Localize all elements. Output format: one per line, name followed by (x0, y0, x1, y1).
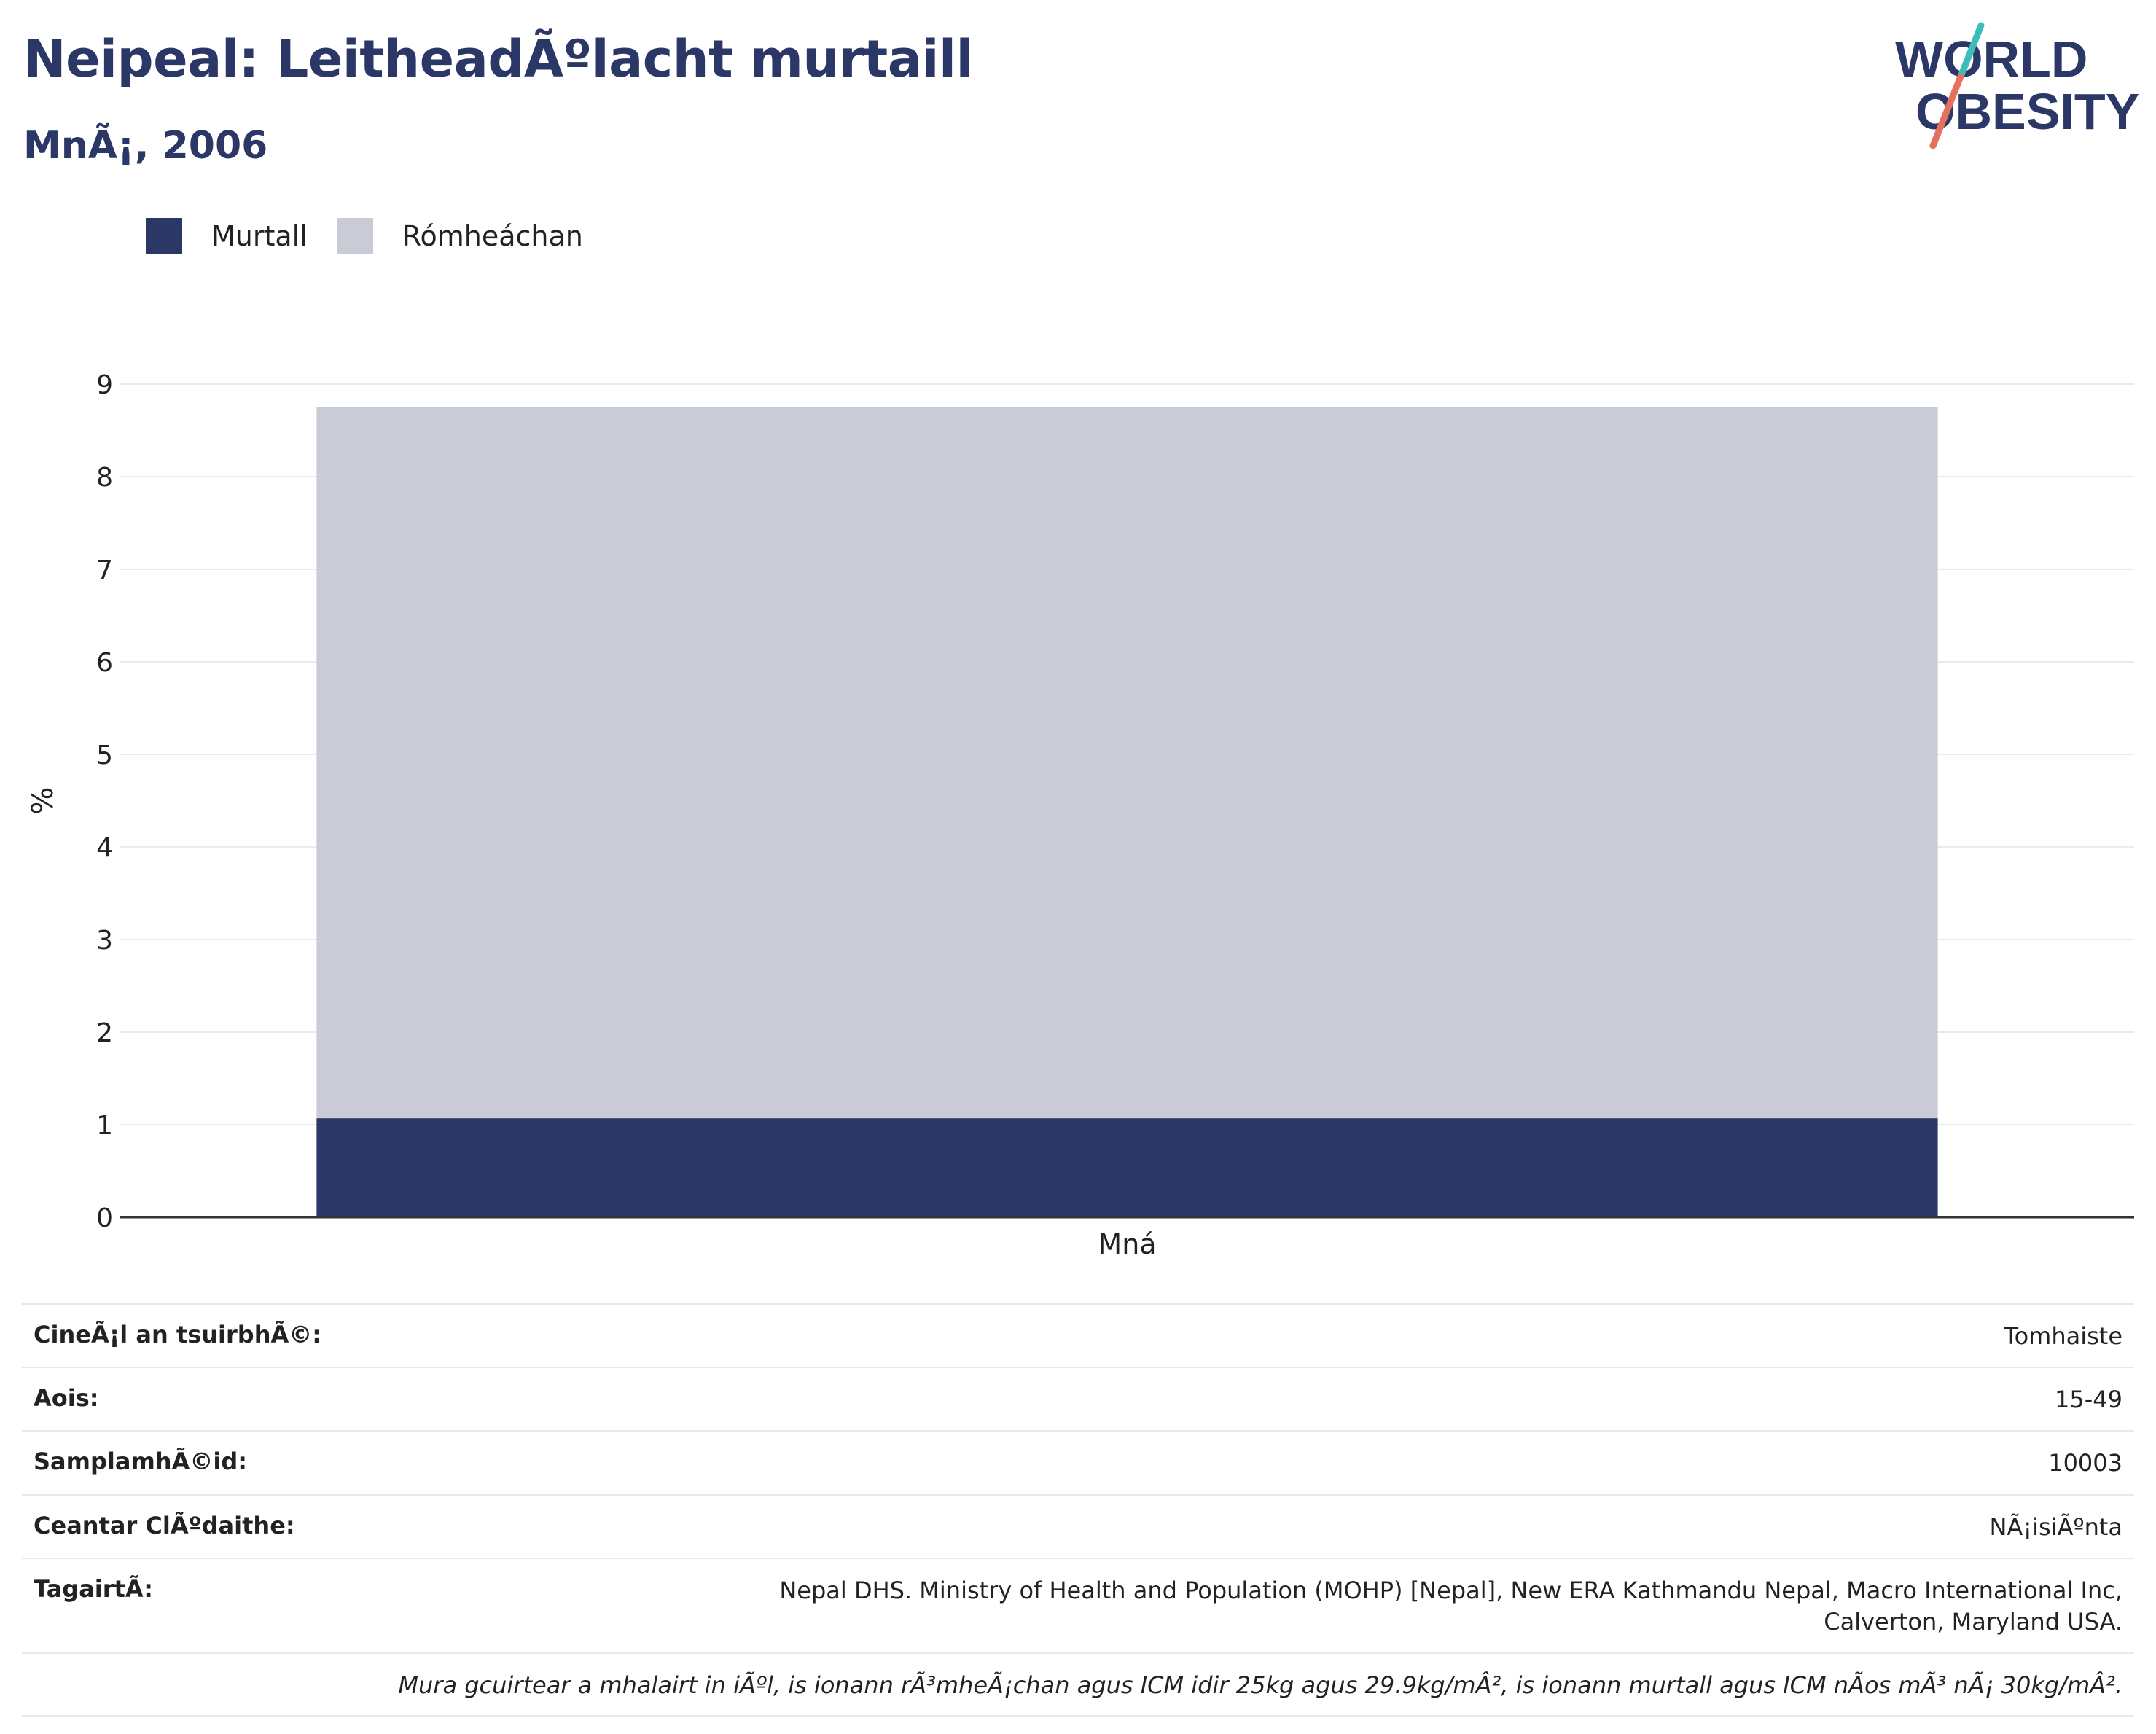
bar-murtall (316, 1118, 1938, 1217)
world-obesity-logo: WORLD OBESITY (1895, 22, 2139, 149)
legend-swatch-romheachan (336, 218, 373, 254)
y-tick-label: 5 (96, 741, 113, 770)
legend-item-murtall[interactable]: Murtall (146, 218, 308, 254)
y-tick-label: 0 (96, 1203, 113, 1233)
y-tick-label: 7 (96, 555, 113, 585)
details-table: CineÃ¡l an tsuirbhÃ©: Tomhaiste Aois: 15… (22, 1303, 2134, 1717)
details-row-reference: TagairtÃ: Nepal DHS. Ministry of Health … (22, 1557, 2134, 1652)
legend-label-romheachan: Rómheáchan (402, 220, 583, 252)
logo-slash-coral (1929, 73, 1964, 149)
details-label: Ceantar ClÃºdaithe: (34, 1511, 295, 1539)
bar-romheachan (316, 407, 1938, 1119)
y-tick-label: 2 (96, 1018, 113, 1048)
chart-title: Neipeal: LeitheadÃºlacht murtaill (23, 29, 973, 89)
details-label: Aois: (34, 1384, 99, 1413)
legend-item-romheachan[interactable]: Rómheáchan (336, 218, 583, 254)
y-tick-label: 3 (96, 926, 113, 956)
y-tick-label: 9 (96, 370, 113, 400)
details-value: Tomhaiste (2004, 1322, 2122, 1350)
chart-subtitle: MnÃ¡, 2006 (23, 124, 268, 168)
details-row-survey-type: CineÃ¡l an tsuirbhÃ©: Tomhaiste (22, 1303, 2134, 1367)
details-label: TagairtÃ: (34, 1574, 153, 1603)
y-tick-label: 4 (96, 833, 113, 863)
bar-chart: 0 1 2 3 4 5 6 7 8 9 Mná% (26, 370, 2134, 1260)
logo-word-world: WORLD (1895, 31, 2087, 87)
details-value: Nepal DHS. Ministry of Health and Popula… (779, 1576, 2122, 1636)
logo-slash-teal (1957, 22, 1985, 80)
y-tick-label: 1 (96, 1111, 113, 1141)
details-row-age: Aois: 15-49 (22, 1367, 2134, 1430)
details-row-area-covered: Ceantar ClÃºdaithe: NÃ¡isiÃºnta (22, 1493, 2134, 1558)
y-axis-title: % (26, 786, 60, 814)
details-label: CineÃ¡l an tsuirbhÃ©: (34, 1321, 322, 1348)
details-label: SamplamhÃ©id: (34, 1448, 248, 1476)
details-value: NÃ¡isiÃºnta (1989, 1512, 2122, 1541)
details-row-sample-size: SamplamhÃ©id: 10003 (22, 1430, 2134, 1493)
details-value: 10003 (2048, 1449, 2122, 1477)
legend-label-murtall: Murtall (211, 220, 308, 252)
footnote: Mura gcuirtear a mhalairt in iÃºl, is io… (22, 1652, 2134, 1717)
legend-swatch-murtall (146, 218, 182, 254)
details-value: 15-49 (2055, 1386, 2122, 1414)
y-tick-label: 8 (96, 463, 113, 493)
y-tick-label: 6 (96, 648, 113, 678)
chart-legend: Murtall Rómheáchan (146, 216, 612, 257)
x-tick-label: Mná (1098, 1228, 1156, 1260)
